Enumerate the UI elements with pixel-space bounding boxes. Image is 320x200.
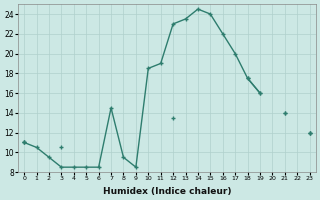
- X-axis label: Humidex (Indice chaleur): Humidex (Indice chaleur): [103, 187, 231, 196]
